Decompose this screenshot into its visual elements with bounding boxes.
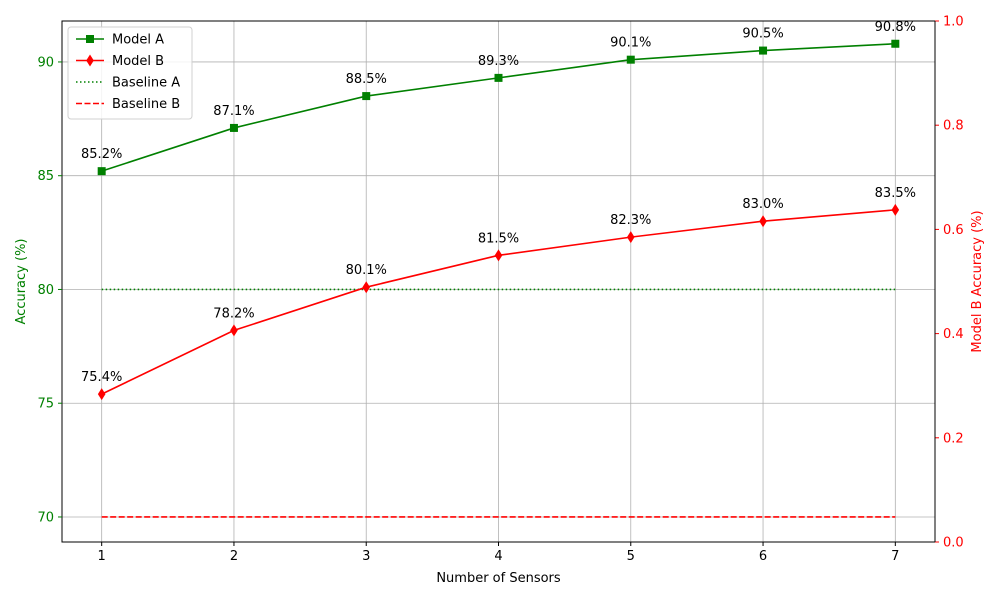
- baselines: [101, 288, 896, 518]
- y-tick-label-left: 70: [37, 510, 54, 525]
- marker-square: [229, 123, 238, 132]
- data-label: 90.5%: [742, 27, 783, 42]
- data-label: 82.3%: [610, 213, 651, 228]
- series-markers: [97, 39, 900, 401]
- data-label: 83.5%: [875, 186, 916, 201]
- data-label: 88.5%: [346, 72, 387, 87]
- y-tick-label-right: 0.2: [943, 431, 964, 446]
- x-tick-label: 7: [891, 549, 899, 564]
- x-tick-label: 2: [230, 549, 238, 564]
- grid: [62, 21, 935, 542]
- x-tick-label: 6: [759, 549, 767, 564]
- data-labels: 85.2% 87.1% 88.5% 89.3% 90.1% 90.5% 90.8% 75.4%…: [81, 20, 916, 385]
- marker-diamond: [230, 324, 238, 337]
- marker-square: [891, 39, 900, 48]
- data-label: 90.1%: [610, 36, 651, 51]
- legend-marker-square: [86, 35, 94, 43]
- data-label: 87.1%: [213, 104, 254, 119]
- x-axis: 1 2 3 4 5 6 7: [98, 542, 899, 564]
- y-tick-label-left: 75: [37, 397, 54, 412]
- marker-square: [759, 46, 768, 55]
- marker-diamond: [891, 203, 900, 216]
- x-axis-label: Number of Sensors: [436, 571, 561, 586]
- legend-entry: Baseline A: [112, 76, 180, 91]
- y-axis-right: 0.0 0.2 0.4 0.6 0.8 1.0: [934, 15, 964, 551]
- y-axis-label-left: Accuracy (%): [14, 239, 29, 325]
- data-label: 83.0%: [742, 197, 783, 212]
- legend-entry: Baseline B: [112, 97, 180, 112]
- marker-square: [97, 167, 106, 176]
- marker-diamond: [494, 249, 503, 262]
- y-tick-label-left: 90: [37, 55, 54, 70]
- marker-diamond: [97, 388, 106, 401]
- y-tick-label-right: 0.8: [943, 119, 964, 134]
- x-tick-label: 1: [98, 549, 106, 564]
- data-label: 75.4%: [81, 370, 122, 385]
- legend-entry: Model A: [112, 33, 164, 48]
- y-axis-label-right: Model B Accuracy (%): [970, 210, 985, 352]
- y-tick-label-right: 0.4: [943, 327, 964, 342]
- legend-box: [67, 26, 193, 120]
- marker-square: [626, 55, 635, 64]
- legend: Model A Model B Baseline A Baseline B: [67, 26, 193, 120]
- data-label: 90.8%: [875, 20, 916, 35]
- y-tick-label-right: 0.6: [943, 223, 964, 238]
- data-label: 78.2%: [213, 306, 254, 321]
- y-axis-left: 70 75 80 85 90: [37, 55, 62, 525]
- data-label: 85.2%: [81, 147, 122, 162]
- marker-diamond: [626, 231, 635, 244]
- data-label: 89.3%: [478, 54, 519, 69]
- y-tick-label-left: 80: [37, 283, 54, 298]
- marker-square: [362, 92, 371, 101]
- data-label: 81.5%: [478, 231, 519, 246]
- legend-marker-diamond: [86, 54, 94, 67]
- marker-diamond: [759, 215, 767, 228]
- marker-diamond: [362, 281, 371, 294]
- y-tick-label-left: 85: [37, 169, 54, 184]
- y-tick-label-right: 0.0: [943, 536, 964, 551]
- y-tick-label-right: 1.0: [943, 15, 964, 30]
- x-tick-label: 3: [362, 549, 370, 564]
- x-tick-label: 5: [627, 549, 635, 564]
- data-label: 80.1%: [346, 263, 387, 278]
- marker-square: [494, 73, 503, 82]
- x-tick-label: 4: [494, 549, 502, 564]
- legend-entry: Model B: [112, 54, 164, 69]
